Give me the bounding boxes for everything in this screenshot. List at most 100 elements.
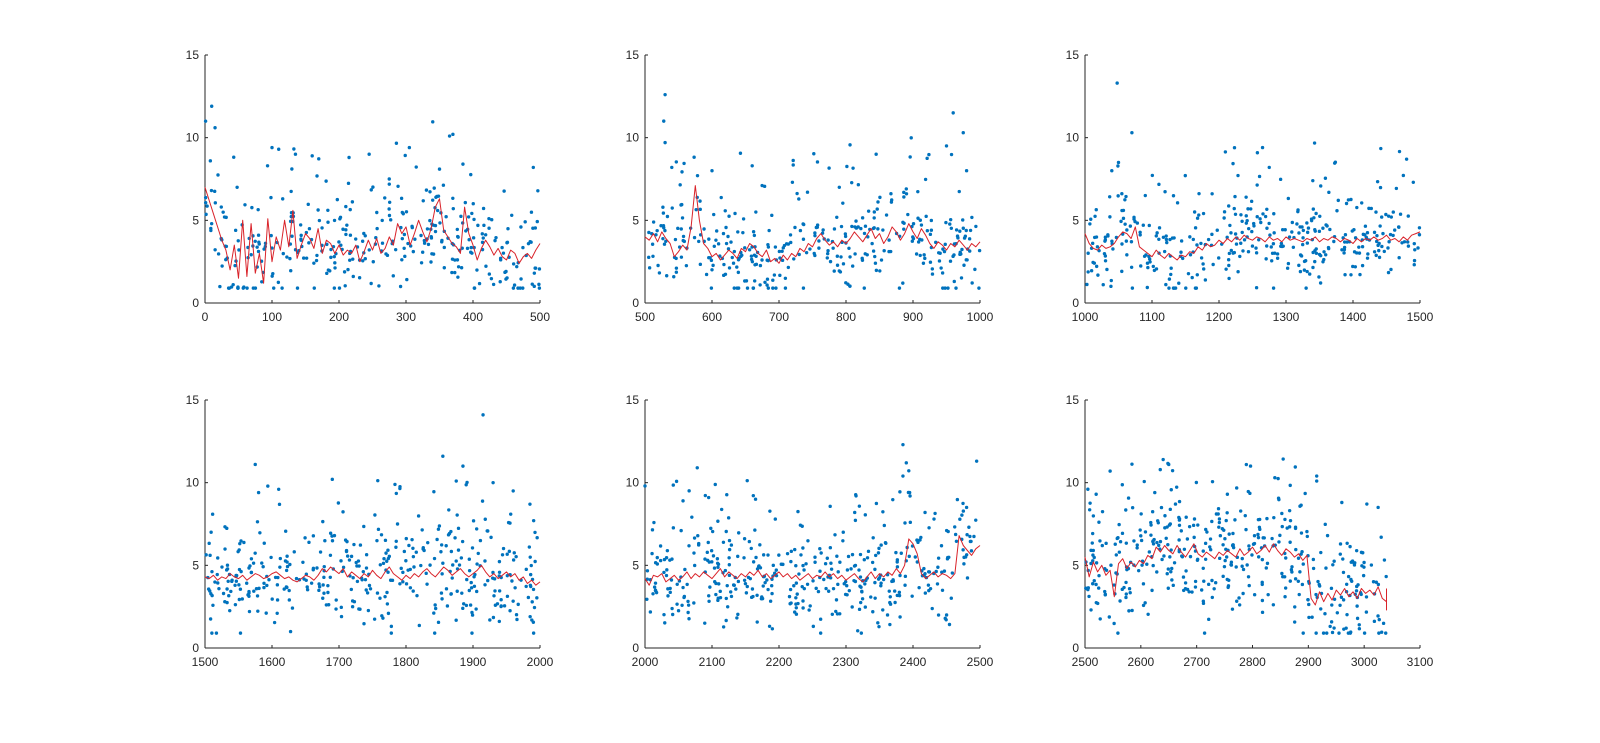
data-point	[369, 281, 373, 286]
data-point	[1203, 557, 1208, 561]
x-tick-label: 1600	[259, 655, 286, 669]
data-point	[514, 613, 519, 617]
data-point	[1130, 286, 1135, 290]
y-tick-label: 10	[626, 131, 640, 145]
data-point	[787, 594, 792, 599]
data-point	[1323, 176, 1328, 180]
data-point	[898, 615, 902, 619]
data-point	[814, 225, 819, 230]
data-point	[1155, 231, 1159, 235]
data-point	[734, 587, 738, 591]
data-point	[1132, 217, 1136, 221]
data-point	[881, 228, 885, 232]
data-point	[1174, 485, 1179, 489]
data-point-outlier	[670, 165, 674, 170]
data-point	[1375, 179, 1380, 184]
data-point	[1150, 588, 1154, 593]
data-point	[341, 510, 345, 514]
data-point	[1167, 277, 1172, 281]
data-point	[469, 250, 473, 254]
data-point	[1165, 240, 1169, 245]
data-point	[770, 584, 774, 588]
data-point	[216, 556, 220, 560]
data-point	[1092, 579, 1096, 583]
data-point	[442, 266, 446, 270]
data-point	[735, 265, 739, 269]
data-point	[247, 589, 251, 594]
data-point	[1160, 557, 1164, 562]
data-point	[943, 242, 947, 247]
data-point	[1336, 198, 1340, 203]
data-point	[858, 575, 863, 579]
data-point	[328, 553, 333, 557]
data-point-outlier	[944, 144, 949, 148]
data-point	[681, 499, 685, 503]
data-point	[1195, 216, 1200, 220]
data-point	[426, 540, 430, 545]
x-tick-label: 500	[530, 310, 550, 324]
data-point	[237, 248, 241, 252]
data-point	[1287, 508, 1292, 513]
data-point	[717, 582, 721, 586]
data-point	[1208, 537, 1213, 541]
data-point	[1345, 612, 1349, 617]
data-point	[849, 567, 853, 571]
data-point	[1338, 542, 1343, 546]
data-point	[435, 208, 440, 213]
data-point	[240, 597, 244, 601]
data-point	[305, 588, 310, 592]
data-point	[492, 594, 496, 598]
data-point-outlier	[310, 154, 314, 158]
data-point	[874, 268, 879, 273]
data-point	[1103, 238, 1108, 242]
data-point	[1191, 237, 1196, 242]
data-point	[1275, 256, 1280, 260]
data-point	[1201, 599, 1206, 603]
data-point	[916, 189, 920, 194]
data-point	[1361, 573, 1366, 578]
data-point-outlier	[974, 459, 979, 463]
data-point	[1240, 556, 1244, 561]
data-point	[970, 215, 974, 220]
data-point	[766, 587, 770, 592]
data-point	[311, 534, 316, 538]
data-point	[872, 210, 877, 214]
data-point	[1123, 198, 1127, 202]
data-point	[1124, 592, 1128, 596]
data-point	[1302, 259, 1307, 264]
data-point	[735, 286, 739, 290]
data-point	[1246, 250, 1251, 254]
data-point	[1264, 257, 1268, 261]
data-point	[406, 568, 410, 572]
data-point	[1349, 630, 1353, 634]
data-point	[1104, 568, 1109, 573]
data-point	[387, 182, 391, 186]
data-point	[841, 539, 845, 543]
data-point	[1157, 226, 1162, 230]
data-point-outlier	[451, 132, 455, 137]
data-point	[1375, 233, 1379, 238]
data-point	[1112, 621, 1116, 626]
data-point	[953, 525, 957, 529]
data-point	[934, 569, 938, 574]
data-point	[1304, 286, 1308, 290]
data-point	[682, 239, 687, 244]
data-point	[1095, 245, 1100, 249]
data-point	[528, 239, 532, 244]
data-point	[256, 233, 261, 237]
data-point	[696, 534, 700, 538]
data-point-outlier	[208, 159, 213, 163]
data-point	[1299, 254, 1304, 258]
data-point	[723, 272, 728, 277]
data-point	[511, 286, 516, 290]
moving-average-line	[204, 187, 541, 284]
data-point	[421, 546, 425, 550]
data-point	[832, 227, 837, 231]
data-point-outlier	[1273, 476, 1277, 480]
data-point	[336, 501, 341, 505]
data-point	[777, 249, 782, 254]
data-point	[964, 258, 968, 262]
data-point	[712, 244, 716, 249]
data-point-outlier	[753, 497, 758, 501]
